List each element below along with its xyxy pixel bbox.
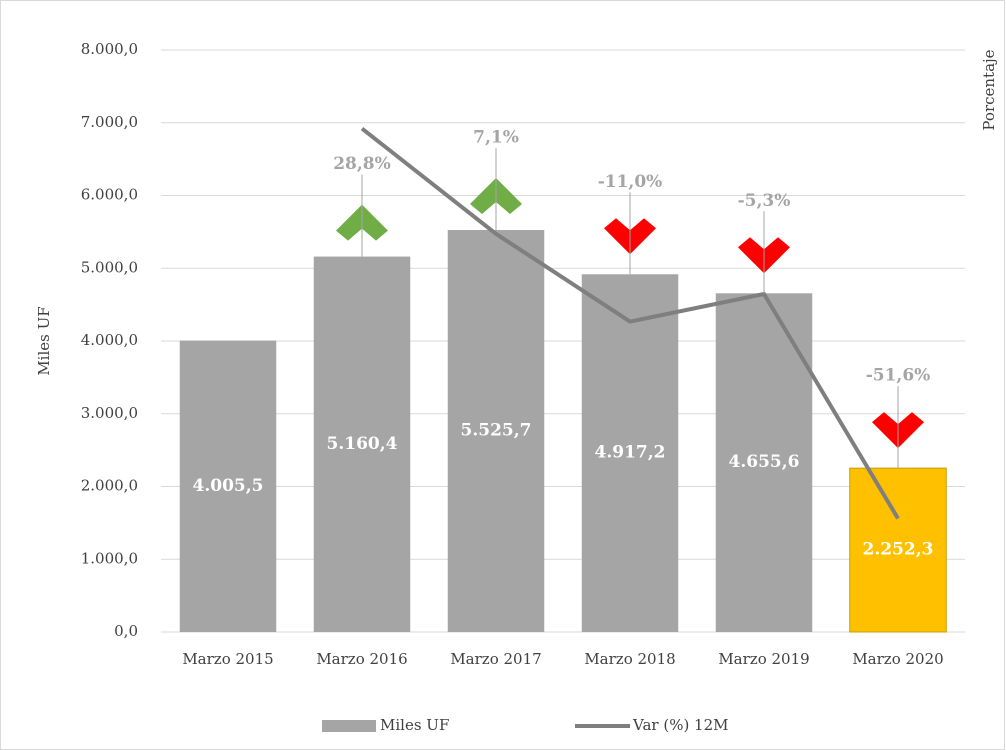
x-tick-label: Marzo 2018 [584, 650, 675, 668]
bar-value-label: 5.160,4 [327, 434, 398, 454]
x-tick-label: Marzo 2015 [182, 650, 273, 668]
bar-value-label: 5.525,7 [461, 421, 532, 441]
y-tick-label: 0,0 [114, 622, 138, 640]
y-tick-label: 6.000,0 [81, 186, 138, 204]
bar-value-label: 4.005,5 [193, 476, 264, 496]
y-tick-label: 1.000,0 [81, 549, 138, 567]
line-value-label: -51,6% [866, 366, 931, 386]
bar [447, 230, 545, 633]
y-tick-label: 5.000,0 [81, 258, 138, 276]
legend-label: Var (%) 12M [632, 716, 729, 734]
x-tick-label: Marzo 2017 [450, 650, 541, 668]
bar [179, 340, 277, 632]
bar [849, 467, 947, 633]
x-tick-label: Marzo 2016 [316, 650, 407, 668]
legend-swatch [322, 720, 376, 732]
x-tick-label: Marzo 2019 [718, 650, 809, 668]
y-tick-label: 3.000,0 [81, 404, 138, 422]
bar-value-label: 4.917,2 [595, 443, 666, 463]
bar [581, 274, 679, 632]
x-tick-label: Marzo 2020 [852, 650, 943, 668]
line-value-label: 7,1% [473, 128, 519, 148]
line-value-label: 28,8% [333, 154, 391, 174]
y-tick-label: 7.000,0 [81, 113, 138, 131]
bar-value-label: 2.252,3 [863, 540, 934, 560]
line-value-label: -11,0% [598, 172, 663, 192]
bar [313, 256, 411, 632]
line-value-label: -5,3% [738, 191, 791, 211]
line [360, 126, 900, 520]
y-axis-label: Miles UF [35, 306, 53, 375]
y-tick-label: 2.000,0 [81, 477, 138, 495]
y2-axis-label: Porcentaje [980, 49, 998, 130]
legend-label: Miles UF [380, 716, 449, 734]
y-tick-label: 4.000,0 [81, 331, 138, 349]
bar-value-label: 4.655,6 [729, 452, 800, 472]
y-tick-label: 8.000,0 [81, 40, 138, 58]
